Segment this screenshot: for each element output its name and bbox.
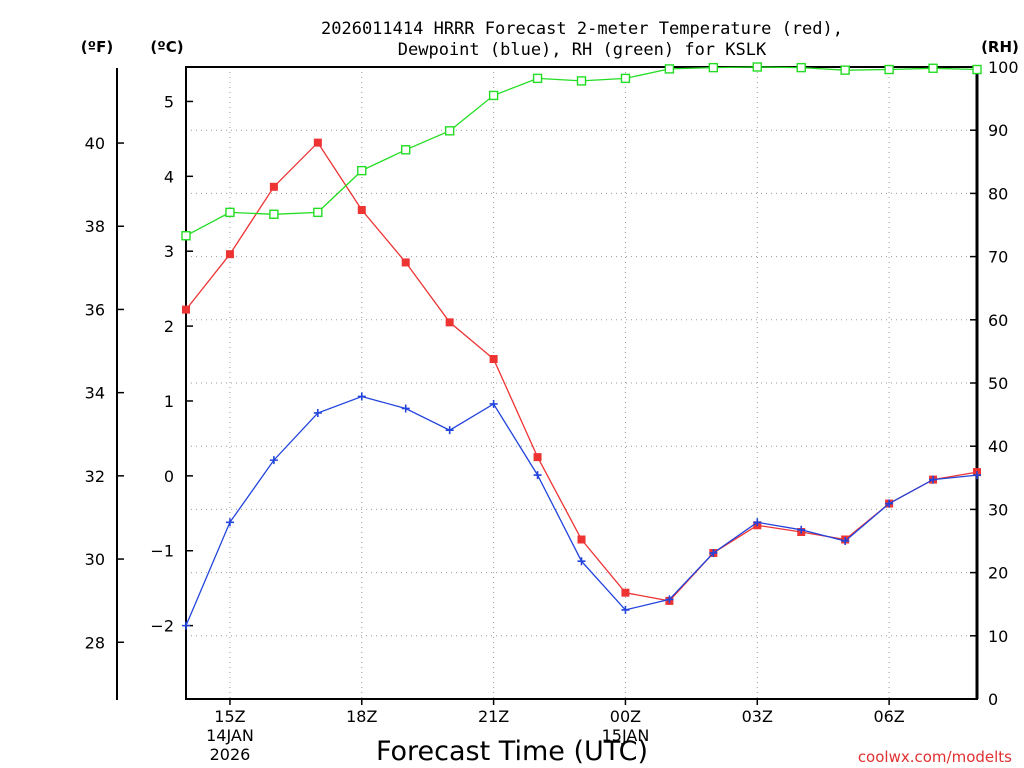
chart-title-line2: Dewpoint (blue), RH (green) for KSLK [398, 40, 767, 60]
rh-point [664, 64, 675, 74]
rh-point [708, 62, 719, 73]
dewpoint-point [401, 404, 410, 413]
rh-tick-label: 20 [988, 564, 1008, 583]
temperature-point [489, 355, 498, 364]
rh-point [269, 209, 279, 219]
dewpoint-point [885, 499, 894, 508]
temperature-point [182, 305, 190, 314]
dewpoint-point [182, 621, 190, 630]
fahrenheit-tick-label: 40 [85, 134, 105, 153]
rh-point [532, 73, 543, 84]
dewpoint-point [797, 525, 806, 534]
chart-title-line1: 2026011414 HRRR Forecast 2-meter Tempera… [321, 19, 843, 39]
fahrenheit-tick-label: 36 [85, 300, 105, 319]
dewpoint-point [753, 518, 762, 527]
x-tick-label: 15Z [214, 707, 245, 726]
x-tick-year: 2026 [210, 745, 251, 764]
x-tick-date: 14JAN [206, 726, 254, 745]
celsius-tick-label: 1 [164, 392, 174, 411]
watermark: coolwx.com/modelts [858, 748, 1012, 766]
celsius-tick-label: 3 [164, 242, 174, 261]
dewpoint-point [313, 408, 322, 417]
rh-point [928, 63, 938, 73]
rh-tick-label: 70 [988, 248, 1008, 267]
rh-point [752, 62, 762, 72]
rh-point [401, 145, 411, 155]
rh-tick-label: 50 [988, 374, 1008, 393]
celsius-tick-label: 4 [164, 167, 174, 186]
rh-tick-label: 90 [988, 121, 1008, 140]
dewpoint-point [533, 471, 542, 480]
celsius-axis-unit: (ºC) [150, 38, 183, 56]
temperature-point [269, 182, 278, 191]
rh-point [444, 126, 455, 136]
rh-tick-label: 40 [988, 437, 1008, 456]
rh-line [185, 66, 978, 237]
temperature-point [225, 250, 234, 259]
axes [116, 66, 979, 705]
dewpoint-point [621, 605, 630, 614]
rh-tick-label: 30 [988, 500, 1008, 519]
rh-tick-label: 10 [988, 627, 1008, 646]
rh-point [576, 76, 587, 86]
temperature-point [313, 138, 322, 147]
dewpoint-point [445, 426, 454, 435]
rh-point [181, 231, 191, 241]
rh-point [357, 165, 367, 176]
dewpoint-point [489, 399, 498, 408]
dewpoint-point [665, 595, 674, 604]
rh-point [796, 62, 806, 73]
x-tick-label: 03Z [742, 707, 773, 726]
celsius-tick-label: −1 [150, 542, 174, 561]
rh-point [972, 64, 982, 75]
dewpoint-point [225, 518, 234, 527]
fahrenheit-tick-label: 34 [85, 384, 105, 403]
temperature-point [401, 258, 410, 267]
x-tick-label: 21Z [478, 707, 509, 726]
x-tick-label: 18Z [346, 707, 377, 726]
temperature-point [621, 588, 630, 597]
gridlines [186, 67, 977, 699]
rh-point [884, 64, 894, 75]
celsius-tick-label: −2 [150, 617, 174, 636]
dewpoint-point [357, 392, 366, 401]
celsius-tick-label: 5 [164, 92, 174, 111]
fahrenheit-tick-label: 30 [85, 550, 105, 569]
rh-point [488, 90, 499, 101]
dewpoint-point [577, 557, 586, 566]
dewpoint-point [973, 471, 981, 480]
dewpoint-point [269, 456, 278, 465]
dewpoint-point [841, 537, 850, 545]
rh-point [225, 207, 235, 218]
rh-tick-label: 60 [988, 311, 1008, 330]
temperature-line [185, 141, 978, 602]
rh-tick-label: 80 [988, 184, 1008, 203]
temperature-point [357, 206, 366, 215]
dewpoint-point [929, 475, 938, 484]
fahrenheit-tick-label: 28 [85, 633, 105, 652]
rh-tick-label: 100 [988, 58, 1019, 77]
dewpoint-line [185, 395, 978, 626]
x-tick-date: 15JAN [602, 726, 650, 745]
celsius-tick-label: 0 [164, 467, 174, 486]
rh-tick-label: 0 [988, 690, 998, 709]
fahrenheit-tick-label: 32 [85, 467, 105, 486]
rh-axis-unit: (RH) [981, 38, 1019, 56]
dewpoint-point [709, 548, 718, 557]
rh-point [840, 65, 850, 75]
fahrenheit-axis-unit: (ºF) [81, 38, 113, 56]
series-layer [181, 62, 982, 630]
x-tick-label: 00Z [610, 707, 641, 726]
temperature-point [577, 535, 586, 544]
fahrenheit-tick-label: 38 [85, 217, 105, 236]
x-tick-label: 06Z [873, 707, 904, 726]
temperature-point [445, 318, 454, 327]
rh-point [313, 207, 323, 218]
rh-point [620, 73, 631, 84]
celsius-tick-label: 2 [164, 317, 174, 336]
x-axis-label: Forecast Time (UTC) [376, 736, 648, 767]
temperature-point [533, 453, 542, 462]
